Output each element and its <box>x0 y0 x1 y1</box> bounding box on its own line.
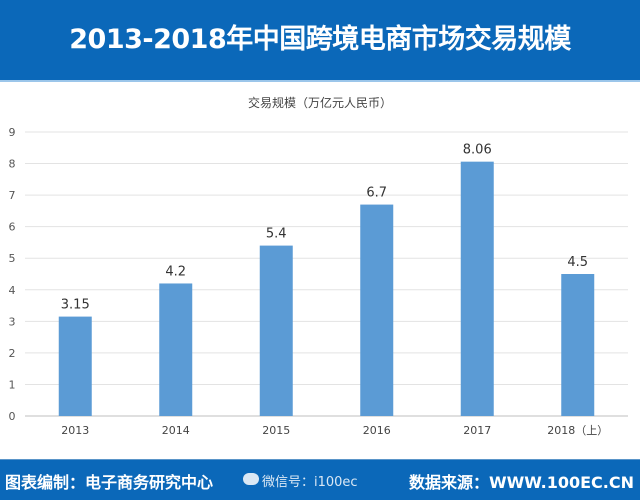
bar-chart: 交易规模（万亿元人民币） 0 1 2 3 4 5 6 7 8 9 3.15 2013 4.2 2014 5… <box>9 95 628 437</box>
x-tick-label: 2016 <box>363 424 391 437</box>
y-tick-label: 3 <box>9 315 16 328</box>
data-label: 3.15 <box>61 298 90 313</box>
y-tick-label: 7 <box>9 189 16 202</box>
data-label: 6.7 <box>366 186 387 201</box>
bar <box>259 245 293 416</box>
data-label: 4.5 <box>567 255 588 270</box>
y-tick-label: 9 <box>9 126 16 139</box>
y-tick-label: 0 <box>9 410 16 423</box>
bars: 3.15 2013 4.2 2014 5.4 2015 6.7 2016 8.06 2017 4.5… <box>58 143 608 437</box>
x-tick-label: 2014 <box>162 424 190 437</box>
bar <box>561 274 595 416</box>
credit-text: 图表编制：电子商务研究中心 <box>5 473 214 492</box>
y-tick-label: 4 <box>9 284 16 297</box>
footer-banner: 图表编制：电子商务研究中心 微信号：i100ec 数据来源：WWW.100EC.… <box>0 459 640 500</box>
y-tick-label: 5 <box>9 252 16 265</box>
header-banner: 2013-2018年中国跨境电商市场交易规模 <box>0 0 640 82</box>
watermark-text: 微信号：i100ec <box>262 475 358 490</box>
data-label: 5.4 <box>266 227 287 242</box>
source-text: 数据来源：WWW.100EC.CN <box>408 473 634 492</box>
wechat-icon <box>243 473 259 485</box>
y-tick-label: 2 <box>9 347 16 360</box>
bar <box>460 161 494 416</box>
x-tick-label: 2017 <box>463 424 491 437</box>
page-title: 2013-2018年中国跨境电商市场交易规模 <box>69 24 571 55</box>
y-tick-label: 8 <box>9 158 16 171</box>
data-label: 8.06 <box>463 143 492 158</box>
y-tick-label: 6 <box>9 221 16 234</box>
x-tick-label: 2018（上） <box>547 424 608 437</box>
bar <box>360 204 394 416</box>
y-tick-label: 1 <box>9 378 16 391</box>
x-tick-label: 2015 <box>262 424 290 437</box>
bar <box>159 283 193 416</box>
x-tick-label: 2013 <box>61 424 89 437</box>
chart-title: 交易规模（万亿元人民币） <box>248 95 392 110</box>
grid: 0 1 2 3 4 5 6 7 8 9 <box>9 126 628 423</box>
bar <box>58 316 92 416</box>
data-label: 4.2 <box>165 264 186 279</box>
